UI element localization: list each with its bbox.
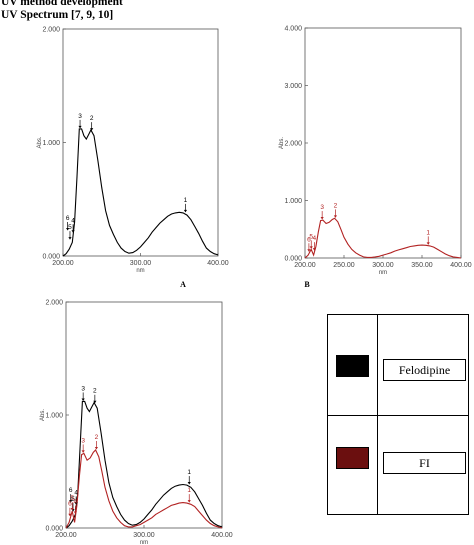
chart-a-panel-label: A <box>180 280 186 289</box>
chart-overlay-peak-label: 4 <box>74 498 78 505</box>
chart-a-series-line <box>62 128 219 257</box>
chart-b-peak-arrow <box>307 249 311 252</box>
chart-b-xtick-label: 350.00 <box>411 262 433 269</box>
chart-b-peak-label: 6 <box>307 236 311 243</box>
chart-overlay-peak-label: 6 <box>69 487 73 494</box>
chart-b-xtick-label: 300.00 <box>372 262 394 269</box>
chart-b-peak-label: 3 <box>320 204 324 211</box>
chart-b-peak-label: 5 <box>309 233 313 240</box>
chart-a-frame <box>62 28 219 257</box>
chart-a-peak-label: 6 <box>66 215 70 222</box>
chart-overlay-xtick-label: 200.00 <box>55 532 77 539</box>
legend-divider-vertical <box>377 315 378 514</box>
chart-a-peak-label: 5 <box>68 224 72 231</box>
chart-a-peak-label: 2 <box>90 115 94 122</box>
chart-overlay-ytick-label: 2.000 <box>45 300 63 307</box>
chart-b-panel-label: B <box>304 280 310 289</box>
chart-a-xlabel: nm <box>136 268 144 274</box>
chart-b-peak-arrow <box>312 248 316 251</box>
chart-b-series-line <box>304 217 462 259</box>
chart-overlay-peak-label: 1 <box>187 469 191 476</box>
legend-divider-horizontal <box>328 415 468 416</box>
chart-overlay-peak-label: 1 <box>187 487 191 494</box>
chart-overlay-xtick-label: 400.00 <box>211 532 233 539</box>
chart-overlay-ylabel: Abs. <box>40 409 46 421</box>
chart-overlay-peak-arrow <box>187 482 191 485</box>
chart-b-peak-label: 2 <box>334 202 338 209</box>
page-heading-line2: UV Spectrum [7, 9, 10] <box>1 9 114 21</box>
chart-a-peak-label: 1 <box>184 197 188 204</box>
chart-a-peak-arrow <box>68 237 72 240</box>
chart-overlay-peak-label: 5 <box>71 496 75 503</box>
chart-overlay-peak-arrow <box>73 511 77 514</box>
legend-label-felodipine: Felodipine <box>383 359 466 381</box>
chart-overlay-peak-label: 2 <box>95 434 99 441</box>
chart-b-xtick-label: 400.00 <box>450 262 472 269</box>
chart-a-xtick-label: 400.00 <box>207 260 229 267</box>
chart-overlay-peak-arrow <box>94 447 99 450</box>
chart-overlay-peak-arrow <box>187 500 191 503</box>
legend-swatch-felodipine <box>336 355 369 377</box>
chart-b-peak-arrow <box>333 215 338 218</box>
chart-overlay-peak-arrow <box>70 508 74 511</box>
chart-overlay-peak-label: 6 <box>68 501 72 508</box>
chart-a-ytick-label: 2.000 <box>42 27 60 34</box>
chart-b-ytick-label: 3.000 <box>284 83 302 90</box>
chart-b-ytick-label: 2.000 <box>284 141 302 148</box>
chart-overlay-xtick-label: 300.00 <box>133 532 155 539</box>
chart-overlay-ytick-label: 1.000 <box>45 413 63 420</box>
chart-overlay-ytick-label: 0.000 <box>45 526 63 533</box>
chart-a-ylabel: Abs. <box>37 136 43 148</box>
chart-overlay-peak-label: 5 <box>70 495 74 502</box>
chart-b-peak-label: 1 <box>426 229 430 236</box>
chart-overlay-series-line <box>65 400 223 529</box>
legend-swatch-fi <box>336 447 369 469</box>
chart-overlay-peak-label: 2 <box>93 388 97 395</box>
chart-overlay-peak-arrow <box>69 500 73 503</box>
page-heading-line1: UV method development <box>1 0 123 8</box>
chart-b-frame <box>304 27 462 259</box>
chart-b-peak-label: 4 <box>313 235 317 242</box>
chart-overlay-peak-label: 3 <box>81 437 85 444</box>
chart-overlay-peak-arrow <box>81 398 85 401</box>
chart-a-peak-label: 3 <box>78 113 82 120</box>
chart-a-xtick-label: 200.00 <box>52 260 74 267</box>
chart-b-ytick-label: 0.000 <box>284 256 302 263</box>
legend-label-fi: FI <box>383 452 466 474</box>
chart-overlay-peak-arrow <box>93 400 97 404</box>
chart-b-xlabel: nm <box>379 270 387 276</box>
chart-overlay-peak-label: 4 <box>74 489 78 496</box>
chart-a-peak-arrow <box>66 228 70 231</box>
chart-a-ytick-label: 1.000 <box>42 140 60 147</box>
chart-overlay-frame <box>65 301 223 529</box>
chart-overlay-peak-arrow <box>81 450 85 453</box>
chart-a-peak-arrow <box>90 128 94 131</box>
chart-a-peak-arrow <box>71 230 75 233</box>
chart-overlay-peak-arrow <box>74 502 78 505</box>
chart-a-peak-label: 4 <box>71 217 75 224</box>
chart-b-ytick-label: 1.000 <box>284 198 302 205</box>
chart-b-peak-arrow <box>426 242 430 245</box>
chart-overlay-xlabel: nm <box>140 540 148 545</box>
chart-a-ytick-label: 0.000 <box>42 254 60 261</box>
chart-overlay-peak-arrow <box>68 513 72 517</box>
chart-b-xtick-label: 200.00 <box>294 262 316 269</box>
chart-b-peak-arrow <box>320 217 324 220</box>
chart-overlay-peak-label: 3 <box>81 385 85 392</box>
chart-b-xtick-label: 250.00 <box>333 262 355 269</box>
chart-b-ytick-label: 4.000 <box>284 26 302 33</box>
chart-overlay-series-line <box>65 449 223 529</box>
chart-a-peak-arrow <box>183 209 188 213</box>
chart-b-peak-arrow <box>309 246 313 249</box>
chart-a-peak-arrow <box>78 125 82 129</box>
chart-b-ylabel: Abs. <box>279 137 285 149</box>
chart-a-xtick-label: 300.00 <box>130 260 152 267</box>
legend-table: Felodipine FI <box>327 314 469 515</box>
